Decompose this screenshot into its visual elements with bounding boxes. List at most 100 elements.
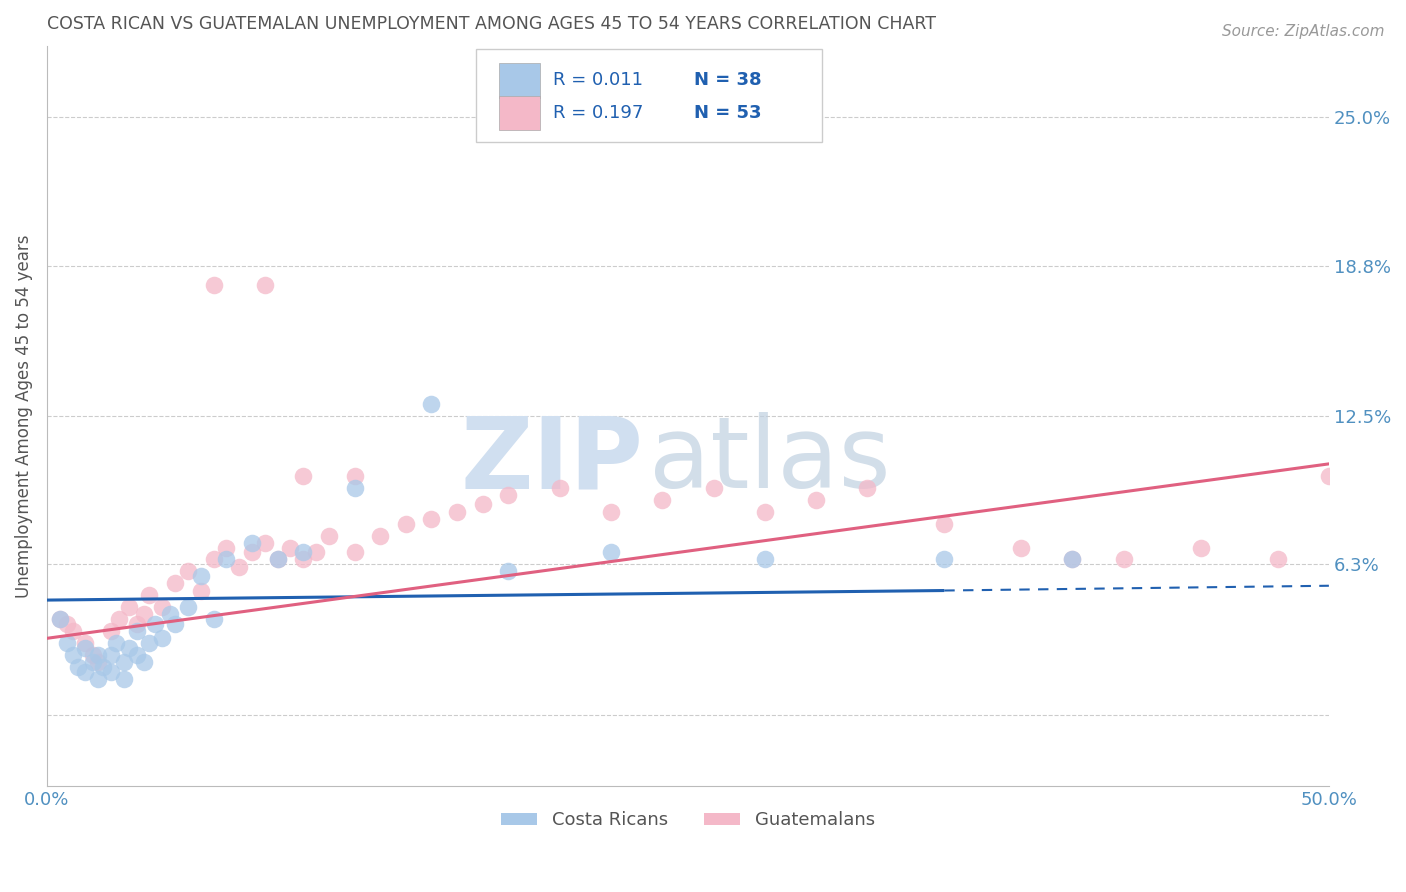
Point	[253, 277, 276, 292]
Text: R = 0.197: R = 0.197	[554, 104, 644, 122]
Point	[112, 672, 135, 686]
Point	[100, 665, 122, 679]
Text: R = 0.011: R = 0.011	[554, 71, 644, 89]
Point	[177, 565, 200, 579]
Point	[934, 552, 956, 566]
Point	[138, 588, 160, 602]
Point	[228, 559, 250, 574]
Point	[395, 516, 418, 531]
Point	[75, 665, 97, 679]
Point	[62, 648, 84, 662]
Point	[804, 492, 827, 507]
Point	[62, 624, 84, 639]
Point	[105, 636, 128, 650]
Point	[292, 552, 315, 566]
Point	[1062, 552, 1084, 566]
Point	[125, 624, 148, 639]
Point	[75, 640, 97, 655]
Point	[266, 552, 288, 566]
Point	[125, 617, 148, 632]
Point	[134, 655, 156, 669]
Point	[112, 655, 135, 669]
Point	[143, 617, 166, 632]
Point	[66, 660, 89, 674]
Point	[138, 636, 160, 650]
Text: N = 53: N = 53	[695, 104, 762, 122]
Point	[318, 528, 340, 542]
Point	[600, 545, 623, 559]
Point	[87, 672, 110, 686]
Point	[118, 640, 141, 655]
FancyBboxPatch shape	[499, 96, 540, 130]
Text: ZIP: ZIP	[460, 412, 643, 509]
Point	[1010, 541, 1032, 555]
Point	[343, 481, 366, 495]
Point	[498, 488, 520, 502]
Point	[100, 648, 122, 662]
Point	[165, 617, 187, 632]
Point	[240, 545, 263, 559]
Point	[1267, 552, 1289, 566]
Point	[1317, 468, 1340, 483]
Point	[368, 528, 391, 542]
Point	[56, 636, 79, 650]
Point	[420, 397, 443, 411]
Point	[159, 607, 181, 622]
Point	[82, 648, 104, 662]
Point	[91, 660, 114, 674]
Point	[56, 617, 79, 632]
Point	[165, 576, 187, 591]
Point	[215, 552, 238, 566]
Point	[118, 600, 141, 615]
FancyBboxPatch shape	[477, 49, 823, 142]
Point	[702, 481, 724, 495]
Point	[125, 648, 148, 662]
Point	[343, 468, 366, 483]
Point	[471, 498, 494, 512]
Point	[651, 492, 673, 507]
Text: COSTA RICAN VS GUATEMALAN UNEMPLOYMENT AMONG AGES 45 TO 54 YEARS CORRELATION CHA: COSTA RICAN VS GUATEMALAN UNEMPLOYMENT A…	[46, 15, 936, 33]
Legend: Costa Ricans, Guatemalans: Costa Ricans, Guatemalans	[494, 805, 882, 837]
Point	[600, 505, 623, 519]
Point	[75, 636, 97, 650]
Point	[934, 516, 956, 531]
Point	[754, 505, 776, 519]
Point	[253, 535, 276, 549]
Point	[190, 569, 212, 583]
Text: Source: ZipAtlas.com: Source: ZipAtlas.com	[1222, 24, 1385, 39]
Point	[82, 655, 104, 669]
Point	[202, 612, 225, 626]
Point	[856, 481, 879, 495]
Point	[202, 552, 225, 566]
FancyBboxPatch shape	[499, 63, 540, 97]
Point	[498, 565, 520, 579]
Point	[48, 612, 70, 626]
Point	[292, 545, 315, 559]
Point	[134, 607, 156, 622]
Point	[48, 612, 70, 626]
Point	[215, 541, 238, 555]
Point	[87, 655, 110, 669]
Point	[202, 277, 225, 292]
Point	[177, 600, 200, 615]
Point	[754, 552, 776, 566]
Point	[292, 468, 315, 483]
Text: atlas: atlas	[650, 412, 891, 509]
Point	[1062, 552, 1084, 566]
Point	[446, 505, 468, 519]
Point	[107, 612, 129, 626]
Point	[87, 648, 110, 662]
Point	[1189, 541, 1212, 555]
Y-axis label: Unemployment Among Ages 45 to 54 years: Unemployment Among Ages 45 to 54 years	[15, 235, 32, 598]
Point	[150, 632, 173, 646]
Point	[548, 481, 571, 495]
Point	[266, 552, 288, 566]
Point	[420, 512, 443, 526]
Point	[190, 583, 212, 598]
Point	[240, 535, 263, 549]
Point	[100, 624, 122, 639]
Point	[1112, 552, 1135, 566]
Text: N = 38: N = 38	[695, 71, 762, 89]
Point	[280, 541, 302, 555]
Point	[343, 545, 366, 559]
